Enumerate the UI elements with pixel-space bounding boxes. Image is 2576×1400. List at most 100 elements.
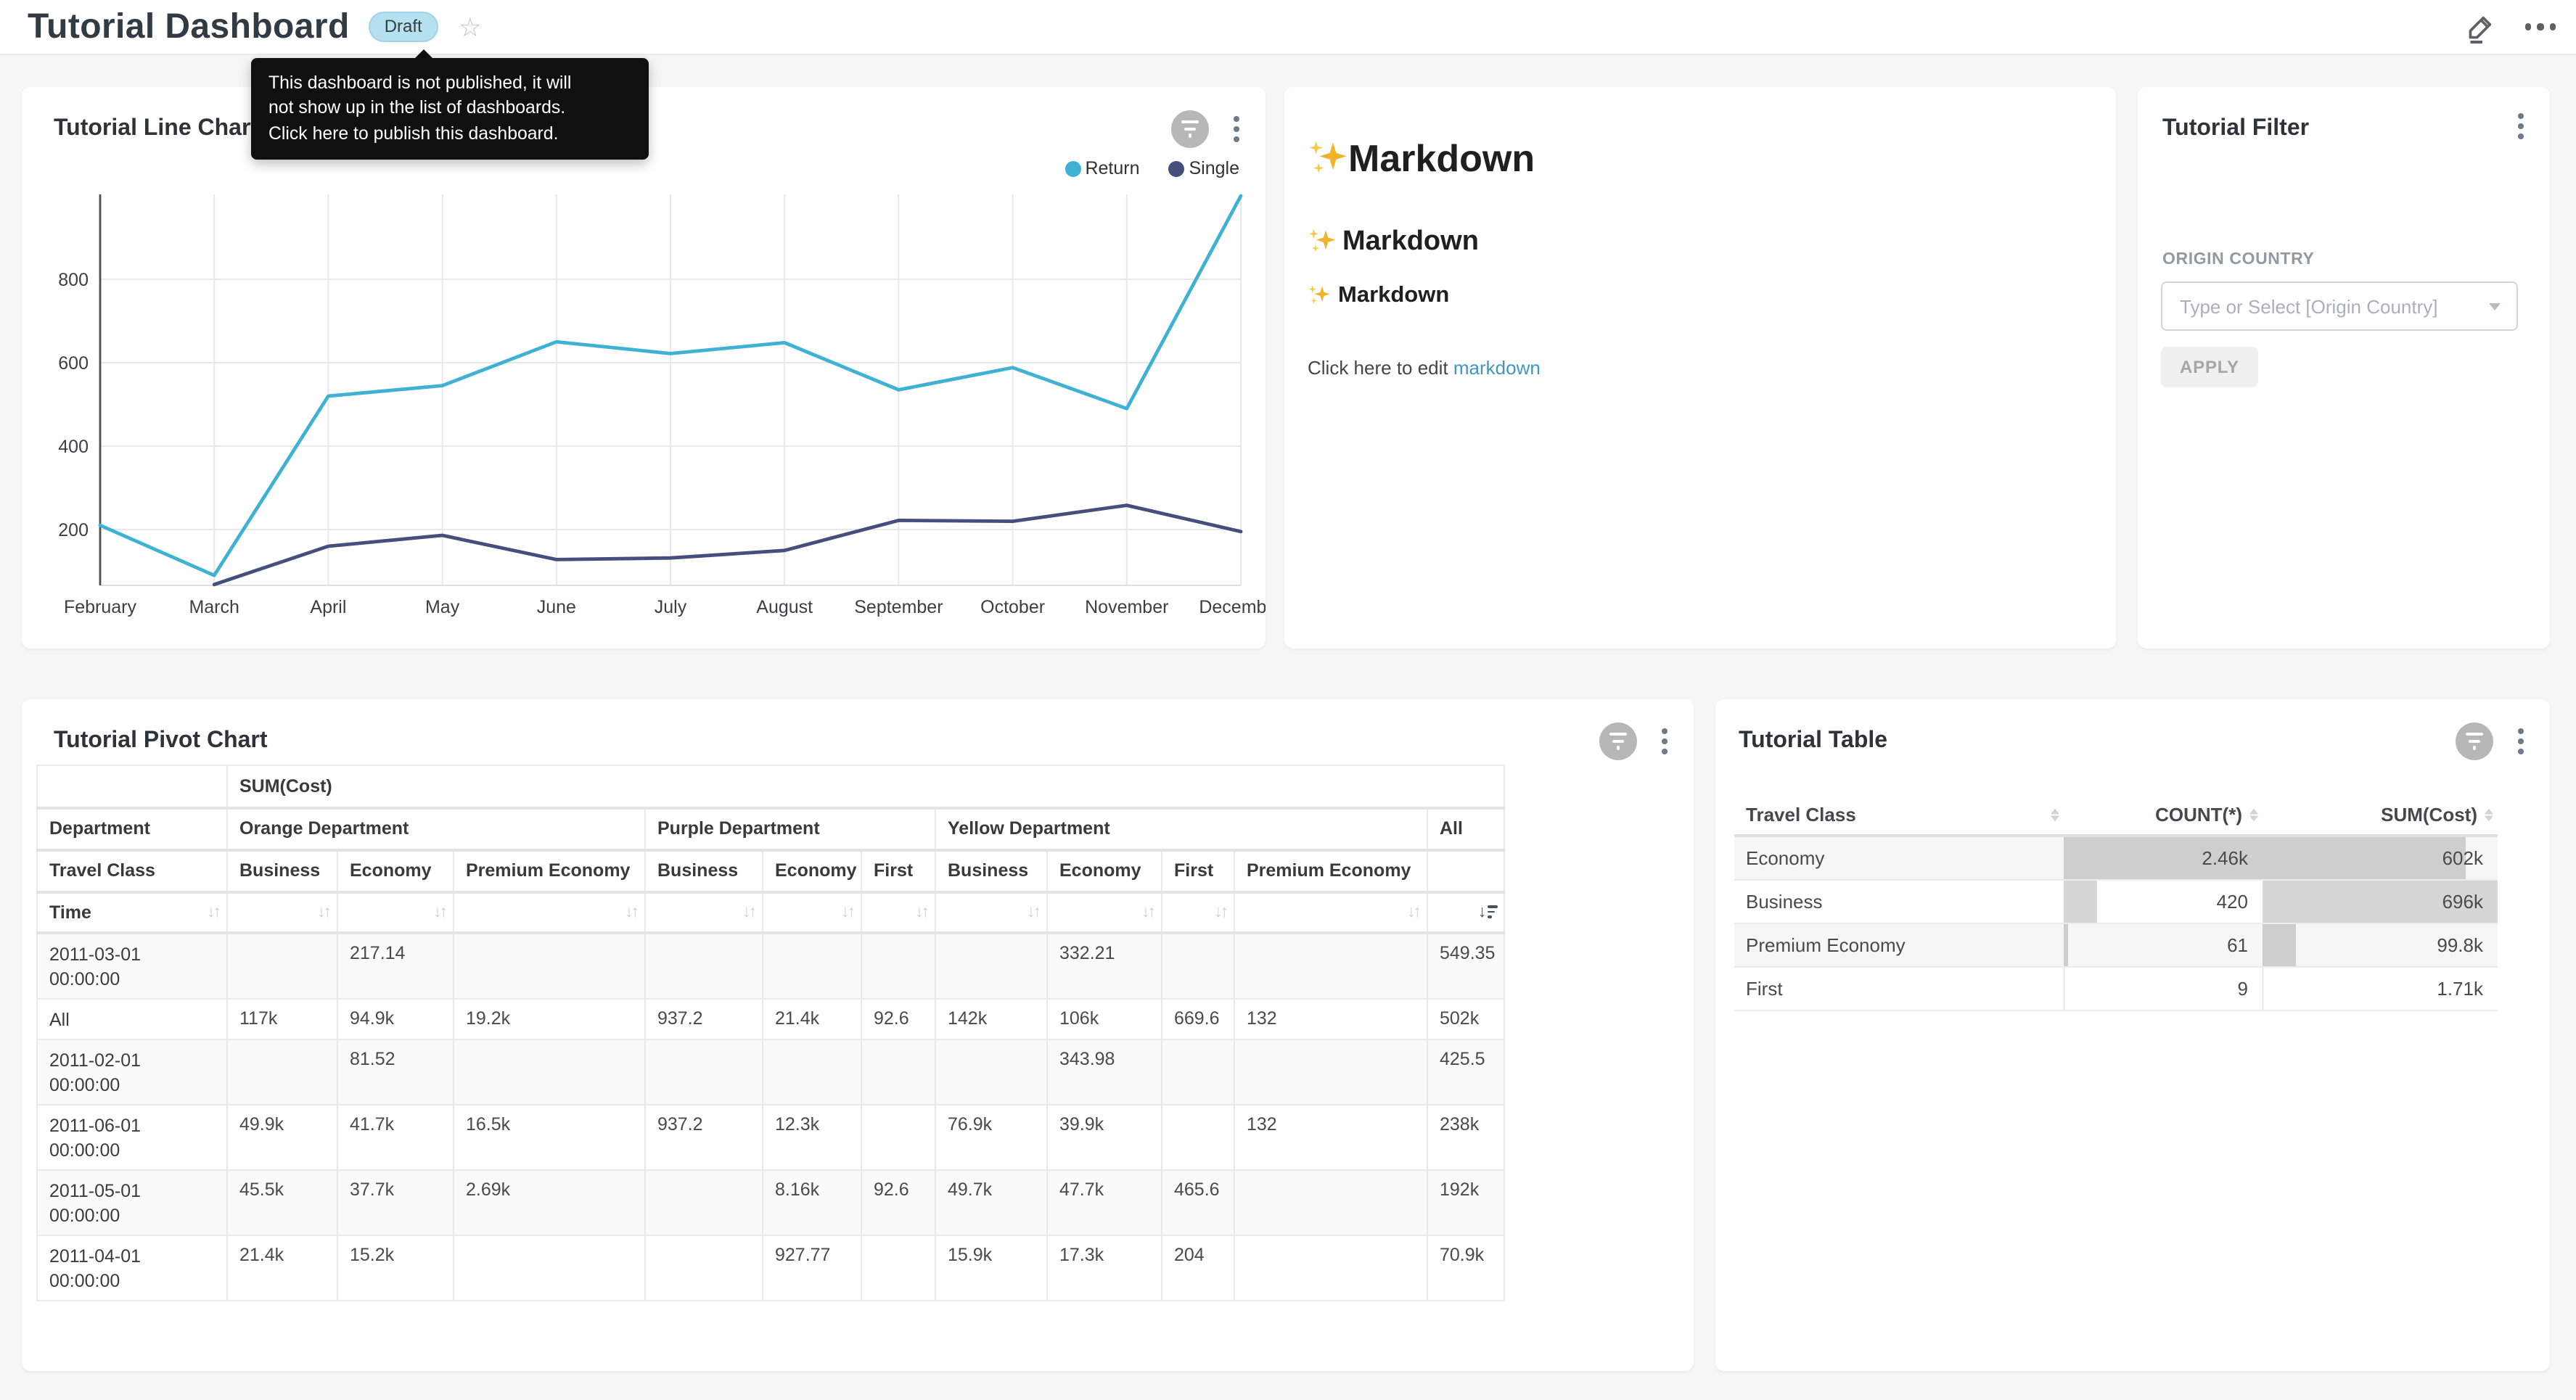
dashboard-header: Tutorial Dashboard Draft ☆ — [0, 0, 2576, 55]
edit-dashboard-icon[interactable] — [2464, 11, 2496, 43]
table-row: Premium Economy6199.8k — [1734, 923, 2498, 967]
cell-travel-class: Business — [1734, 880, 2064, 923]
legend-item-return[interactable]: Return — [1065, 158, 1139, 178]
pivot-row: All117k94.9k19.2k937.221.4k92.6142k106k6… — [37, 998, 1504, 1039]
col-header-sum-cost[interactable]: SUM(Cost) — [2263, 795, 2498, 836]
sort-icon[interactable]: ↓↑ — [841, 903, 853, 921]
applied-filter-icon[interactable] — [2456, 722, 2493, 760]
cell-sum-cost: 602k — [2263, 836, 2498, 880]
pivot-cell: 49.9k — [227, 1104, 337, 1169]
pivot-cell — [454, 932, 645, 998]
filter-title: Tutorial Filter — [2162, 110, 2309, 148]
pivot-cell: 16.5k — [454, 1104, 645, 1169]
sort-icon[interactable]: ↓↑ — [207, 903, 219, 921]
sort-icon[interactable]: ↓↑ — [1407, 903, 1419, 921]
origin-country-label: ORIGIN COUNTRY — [2162, 251, 2314, 268]
sort-icon[interactable]: ↓↑ — [915, 903, 927, 921]
panel-menu-icon[interactable] — [1228, 113, 1245, 145]
pivot-cell: 15.2k — [337, 1235, 454, 1300]
favorite-star-icon[interactable]: ☆ — [459, 14, 482, 40]
svg-text:May: May — [425, 597, 460, 617]
panel-filter: Tutorial Filter ORIGIN COUNTRY Type or S… — [2138, 87, 2550, 648]
pivot-cell — [1234, 1039, 1427, 1104]
pivot-row: 2011-02-01 00:00:0081.52343.98425.5 — [37, 1039, 1504, 1104]
pivot-time-row: Time↓↑↓↑↓↑↓↑↓↑↓↑↓↑↓↑↓↑↓↑↓↑↓ — [37, 892, 1504, 932]
data-table: Travel ClassCOUNT(*)SUM(Cost)Economy2.46… — [1734, 795, 2498, 1011]
pivot-cell — [861, 1039, 935, 1104]
legend-item-single[interactable]: Single — [1169, 158, 1240, 178]
sort-icon[interactable]: ↓↑ — [1214, 903, 1226, 921]
col-header-travel-class[interactable]: Travel Class — [1734, 795, 2064, 836]
pivot-cell: 132 — [1234, 998, 1427, 1039]
pivot-cell: 465.6 — [1162, 1169, 1234, 1235]
draft-badge[interactable]: Draft — [369, 12, 438, 42]
sparkles-icon — [1308, 139, 1348, 179]
pivot-cell: 132 — [1234, 1104, 1427, 1169]
sort-icon[interactable]: ↓↑ — [1141, 903, 1154, 921]
sort-caret-icon[interactable] — [2485, 808, 2493, 822]
table-row: Economy2.46k602k — [1734, 836, 2498, 880]
pivot-cell — [861, 1104, 935, 1169]
sort-icon[interactable]: ↓↑ — [1027, 903, 1039, 921]
pivot-row-label: All — [37, 998, 227, 1039]
sort-icon[interactable]: ↓↑ — [317, 903, 329, 921]
pivot-cell — [763, 932, 861, 998]
svg-text:November: November — [1085, 597, 1168, 617]
sort-icon[interactable]: ↓↑ — [433, 903, 446, 921]
panel-menu-icon[interactable] — [2512, 110, 2530, 142]
table-row: First91.71k — [1734, 967, 2498, 1010]
pivot-group-header: Yellow Department — [935, 807, 1427, 849]
pivot-table: SUM(Cost)DepartmentOrange DepartmentPurp… — [36, 765, 1505, 1301]
pivot-cell: 927.77 — [763, 1235, 861, 1300]
origin-country-select[interactable]: Type or Select [Origin Country] — [2161, 281, 2518, 331]
sort-icon[interactable]: ↓↑ — [742, 903, 755, 921]
pivot-col-header: Economy — [763, 849, 861, 892]
pivot-cell: 8.16k — [763, 1169, 861, 1235]
panel-menu-icon[interactable] — [1656, 725, 1673, 757]
applied-filter-icon[interactable] — [1599, 722, 1637, 760]
applied-filter-icon[interactable] — [1171, 110, 1209, 148]
sort-desc-icon[interactable]: ↓ — [1478, 903, 1498, 921]
pivot-cell: 549.35 — [1427, 932, 1504, 998]
pivot-cell: 37.7k — [337, 1169, 454, 1235]
header-menu-icon[interactable] — [2525, 24, 2556, 30]
svg-text:December: December — [1199, 597, 1266, 617]
panel-markdown[interactable]: Markdown Markdown Markdown Click here to… — [1284, 87, 2116, 648]
pivot-department-row: DepartmentOrange DepartmentPurple Depart… — [37, 807, 1504, 849]
sort-caret-icon[interactable] — [2249, 808, 2258, 822]
sort-icon[interactable]: ↓↑ — [625, 903, 637, 921]
pivot-cell: 142k — [935, 998, 1047, 1039]
pivot-row-label: 2011-06-01 00:00:00 — [37, 1104, 227, 1169]
sort-caret-icon[interactable] — [2051, 808, 2059, 822]
pivot-cell: 937.2 — [645, 998, 763, 1039]
pivot-cell — [861, 1235, 935, 1300]
markdown-h1: Markdown — [1308, 136, 1535, 181]
pivot-cell: 70.9k — [1427, 1235, 1504, 1300]
tooltip-line: This dashboard is not published, it will — [268, 71, 631, 96]
pivot-cell: 21.4k — [763, 998, 861, 1039]
panel-pivot-chart: Tutorial Pivot Chart SUM(Cost)Department… — [22, 699, 1694, 1371]
select-placeholder: Type or Select [Origin Country] — [2180, 295, 2489, 317]
markdown-edit-link[interactable]: markdown — [1453, 357, 1541, 379]
legend-dot — [1065, 160, 1080, 176]
pivot-cell: 15.9k — [935, 1235, 1047, 1300]
pivot-cell: 41.7k — [337, 1104, 454, 1169]
pivot-col-header: Business — [645, 849, 763, 892]
sparkles-icon — [1308, 228, 1337, 257]
pivot-cell: 81.52 — [337, 1039, 454, 1104]
svg-text:September: September — [854, 597, 943, 617]
panel-menu-icon[interactable] — [2512, 725, 2530, 757]
pivot-cell: 425.5 — [1427, 1039, 1504, 1104]
pivot-cell — [1234, 1169, 1427, 1235]
svg-text:April: April — [310, 597, 346, 617]
pivot-cell: 49.7k — [935, 1169, 1047, 1235]
pivot-cell: 117k — [227, 998, 337, 1039]
pivot-row: 2011-03-01 00:00:00217.14332.21549.35 — [37, 932, 1504, 998]
tooltip-line: not show up in the list of dashboards. — [268, 96, 631, 122]
svg-text:800: 800 — [58, 270, 89, 290]
col-header-count[interactable]: COUNT(*) — [2064, 795, 2263, 836]
cell-count: 61 — [2064, 923, 2263, 967]
pivot-cell — [227, 932, 337, 998]
apply-button[interactable]: APPLY — [2161, 347, 2258, 387]
pivot-cell — [227, 1039, 337, 1104]
